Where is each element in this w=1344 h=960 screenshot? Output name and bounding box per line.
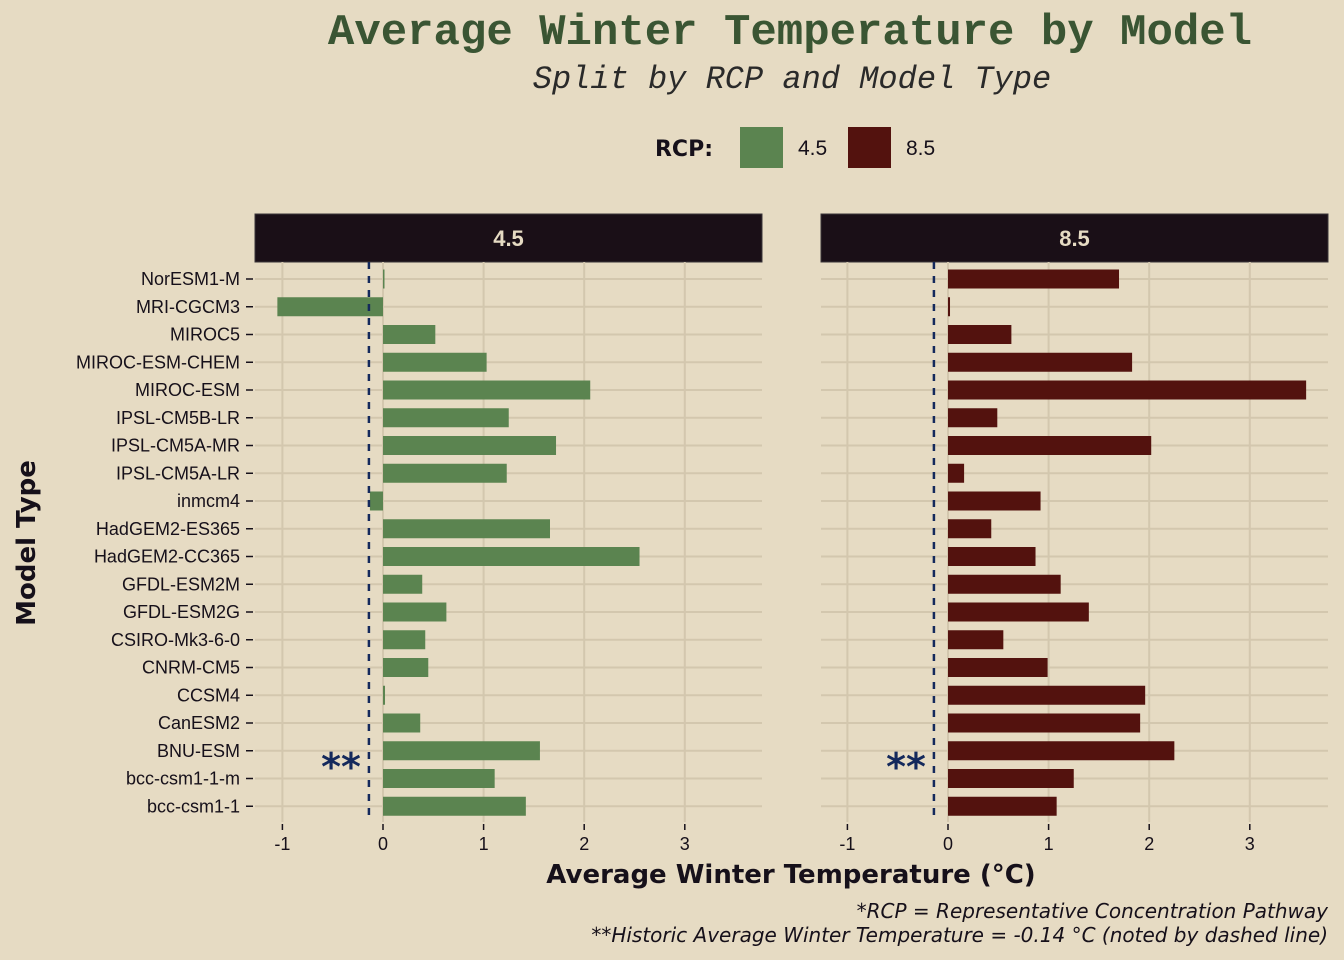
chart-subtitle: Split by RCP and Model Type	[533, 61, 1051, 98]
bar	[948, 269, 1120, 289]
x-tick-label: 3	[1245, 834, 1255, 854]
bar	[383, 602, 447, 622]
reference-marker: **	[321, 745, 361, 789]
bar	[948, 325, 1012, 344]
bar	[383, 685, 386, 705]
bar	[383, 269, 385, 289]
y-tick-label: bcc-csm1-1-m	[126, 769, 240, 789]
bar	[948, 408, 998, 428]
y-tick-label: MIROC-ESM-CHEM	[76, 352, 240, 372]
bar	[383, 352, 487, 372]
legend-title: RCP:	[655, 137, 713, 162]
bar	[948, 547, 1036, 566]
facet-strip	[254, 213, 763, 263]
legend: RCP: 4.5 8.5	[655, 127, 935, 168]
bar	[948, 297, 951, 317]
x-tick-label: 2	[1144, 834, 1154, 854]
x-tick-label: -1	[274, 834, 290, 854]
bar	[948, 796, 1057, 816]
bar	[383, 547, 640, 566]
legend-swatch-4-5	[740, 127, 783, 168]
y-tick-label: CSIRO-Mk3-6-0	[111, 630, 240, 650]
chart-title: Average Winter Temperature by Model	[328, 8, 1252, 58]
bar	[948, 491, 1041, 511]
bar	[948, 352, 1133, 372]
y-tick-label: bcc-csm1-1	[147, 796, 240, 816]
bar	[383, 630, 426, 650]
legend-label-4-5: 4.5	[798, 137, 827, 160]
bar	[948, 630, 1004, 650]
y-axis-title: Model Type	[12, 460, 42, 626]
facet-panel-4-5: 4.5 ** -1 0 1 2 3	[254, 213, 763, 854]
legend-label-8-5: 8.5	[906, 137, 935, 160]
bar	[383, 741, 540, 761]
bar	[383, 325, 436, 344]
facet-panel-8-5: 8.5 ** -1 0 1 2 3	[820, 213, 1329, 854]
x-tick-label: 3	[680, 834, 690, 854]
x-tick-label: -1	[839, 834, 855, 854]
bar	[369, 491, 383, 511]
legend-swatch-8-5	[848, 127, 891, 168]
x-tick-label: 0	[378, 834, 388, 854]
category-labels: NorESM1-M MRI-CGCM3 MIROC5 MIROC-ESM-CHEM MI…	[76, 269, 253, 816]
y-tick-label: GFDL-ESM2M	[122, 574, 240, 594]
bar	[383, 658, 429, 677]
y-tick-label: IPSL-CM5B-LR	[116, 408, 240, 428]
y-tick-label: BNU-ESM	[157, 741, 240, 761]
y-tick-label: MRI-CGCM3	[136, 297, 240, 317]
bar	[948, 741, 1175, 761]
bar	[277, 297, 383, 317]
x-axis-title: Average Winter Temperature (°C)	[546, 860, 1035, 890]
y-tick-label: MIROC5	[170, 325, 240, 345]
y-tick-label: IPSL-CM5A-MR	[111, 436, 240, 456]
x-tick-label: 0	[943, 834, 953, 854]
facet-strip-label: 4.5	[493, 226, 524, 251]
bar	[383, 519, 550, 539]
bar	[383, 574, 423, 594]
x-tick-label: 1	[1044, 834, 1054, 854]
caption-rcp: *RCP = Representative Concentration Path…	[857, 899, 1330, 923]
bar	[948, 519, 992, 539]
y-tick-label: NorESM1-M	[141, 269, 240, 289]
y-tick-label: GFDL-ESM2G	[123, 602, 240, 622]
bar	[383, 408, 509, 428]
caption-historic: **Historic Average Winter Temperature = …	[591, 923, 1328, 947]
y-tick-label: HadGEM2-ES365	[96, 519, 240, 539]
x-tick-label: 2	[579, 834, 589, 854]
bar	[383, 380, 591, 400]
bar	[948, 463, 965, 483]
bar	[948, 602, 1089, 622]
bar	[948, 769, 1074, 788]
bar	[948, 574, 1061, 594]
y-tick-label: IPSL-CM5A-LR	[116, 463, 240, 483]
y-tick-label: MIROC-ESM	[135, 380, 240, 400]
y-tick-label: CNRM-CM5	[142, 658, 240, 678]
bar	[948, 713, 1141, 733]
facet-panels: 4.5 ** -1 0 1 2 3 8.5 ** -1 0 1 2 3	[254, 213, 1329, 854]
bar	[383, 796, 526, 816]
bar	[383, 463, 507, 483]
bar	[383, 769, 495, 788]
y-tick-label: CCSM4	[177, 685, 240, 705]
reference-marker: **	[886, 745, 926, 789]
bar	[948, 685, 1146, 705]
x-tick-label: 1	[479, 834, 489, 854]
y-tick-label: HadGEM2-CC365	[94, 547, 240, 567]
bar	[948, 436, 1152, 455]
y-tick-label: inmcm4	[177, 491, 240, 511]
bar	[948, 658, 1048, 677]
bar	[383, 436, 557, 455]
facet-strip	[820, 213, 1329, 263]
bar	[383, 713, 421, 733]
bar	[948, 380, 1307, 400]
y-tick-label: CanESM2	[158, 713, 240, 733]
facet-strip-label: 8.5	[1059, 226, 1090, 251]
